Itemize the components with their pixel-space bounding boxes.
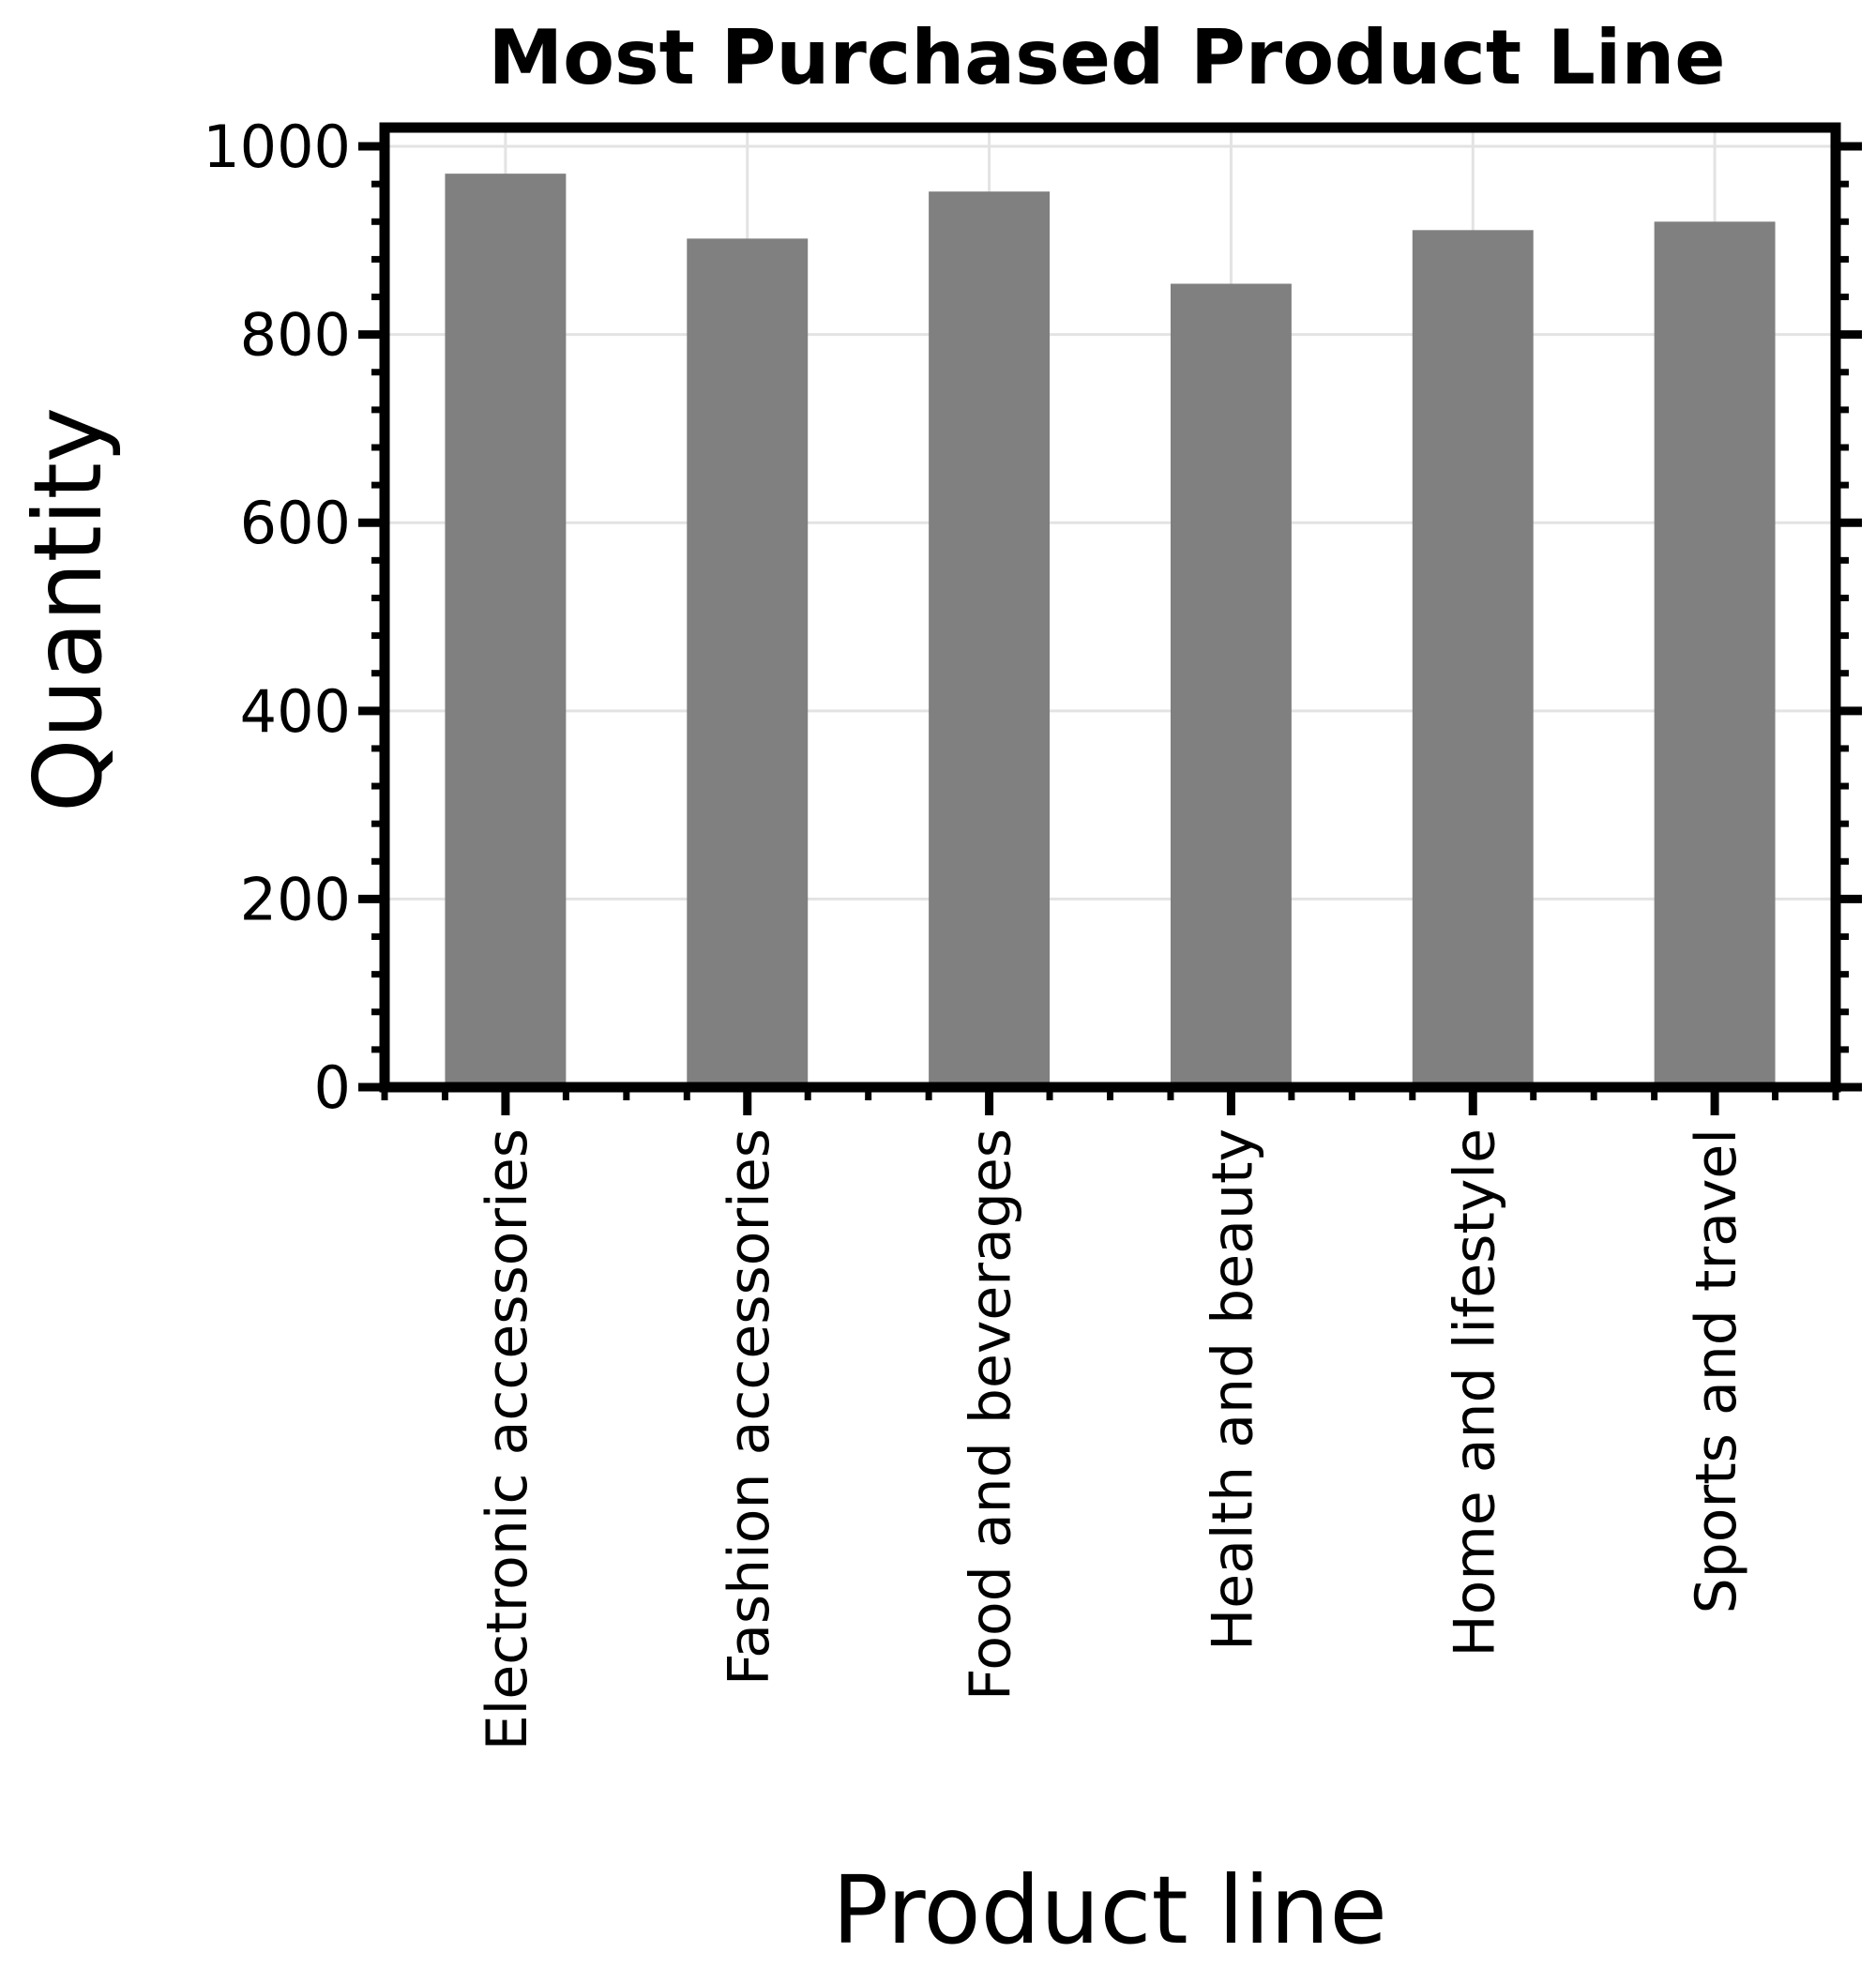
plot-frame [379, 122, 1841, 1093]
chart-title: Most Purchased Product Line [488, 14, 1725, 101]
bars [445, 174, 1776, 1088]
x-tick-label: Health and beauty [1200, 1128, 1265, 1651]
major-ticks [358, 142, 1862, 1115]
y-tick-label: 0 [314, 1053, 351, 1122]
x-tick-label: Sports and travel [1684, 1128, 1749, 1613]
bar [1654, 221, 1776, 1087]
bar [687, 238, 809, 1088]
y-tick-label: 1000 [203, 113, 351, 181]
y-tick-label: 200 [240, 865, 351, 933]
gridlines [385, 128, 1836, 1089]
x-tick-label: Food and beverages [959, 1128, 1024, 1701]
bar [1412, 230, 1534, 1088]
y-tick-label: 800 [240, 301, 351, 370]
bar [445, 174, 567, 1088]
y-axis-label: Quantity [13, 407, 123, 812]
x-tick-label: Fashion accessories [717, 1128, 782, 1686]
y-tick-labels: 0 200 400 600 800 1000 [203, 113, 351, 1122]
bar [1170, 283, 1292, 1087]
minor-ticks [371, 180, 1849, 1100]
y-tick-label: 600 [240, 489, 351, 557]
y-tick-label: 400 [240, 677, 351, 746]
x-tick-labels: Electronic accessories Fashion accessorie… [475, 1128, 1749, 1750]
x-tick-label: Home and lifestyle [1442, 1128, 1507, 1657]
bar [929, 191, 1051, 1087]
x-tick-label: Electronic accessories [475, 1128, 540, 1750]
x-axis-label: Product line [832, 1855, 1387, 1965]
